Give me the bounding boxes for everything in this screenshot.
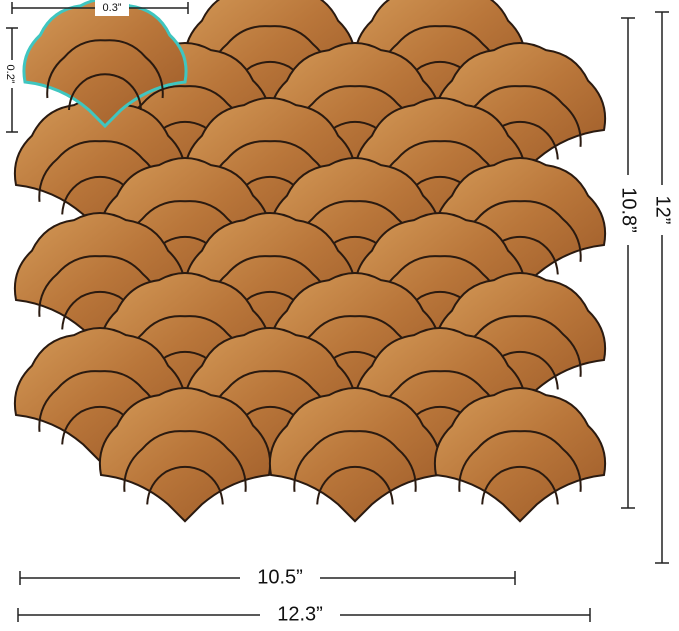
tile-groove: [458, 430, 582, 492]
dim-label: 0.3”: [103, 2, 122, 14]
dim-label: 12.3”: [277, 603, 323, 625]
label-bg: [4, 60, 20, 88]
tile-groove: [293, 430, 417, 492]
dim-label: 10.8”: [618, 187, 640, 233]
label-bg: [650, 185, 676, 235]
tile-groove: [316, 465, 394, 505]
label-bg: [616, 175, 642, 245]
dim-label: 0.2”: [4, 65, 16, 84]
tile: [433, 387, 607, 523]
label-bg: [95, 0, 129, 16]
mosaic: [13, 0, 607, 523]
label-bg: [240, 566, 320, 590]
tile-groove: [46, 39, 164, 99]
tile-groove: [481, 465, 559, 505]
tile: [98, 387, 272, 523]
tile-groove: [123, 430, 247, 492]
dim-label: 12”: [652, 196, 674, 225]
tile: [22, 0, 188, 129]
tile: [268, 387, 442, 523]
dim-label: 10.5”: [257, 566, 303, 588]
label-bg: [260, 603, 340, 627]
tile-groove: [146, 465, 224, 505]
tile-groove: [68, 73, 142, 111]
